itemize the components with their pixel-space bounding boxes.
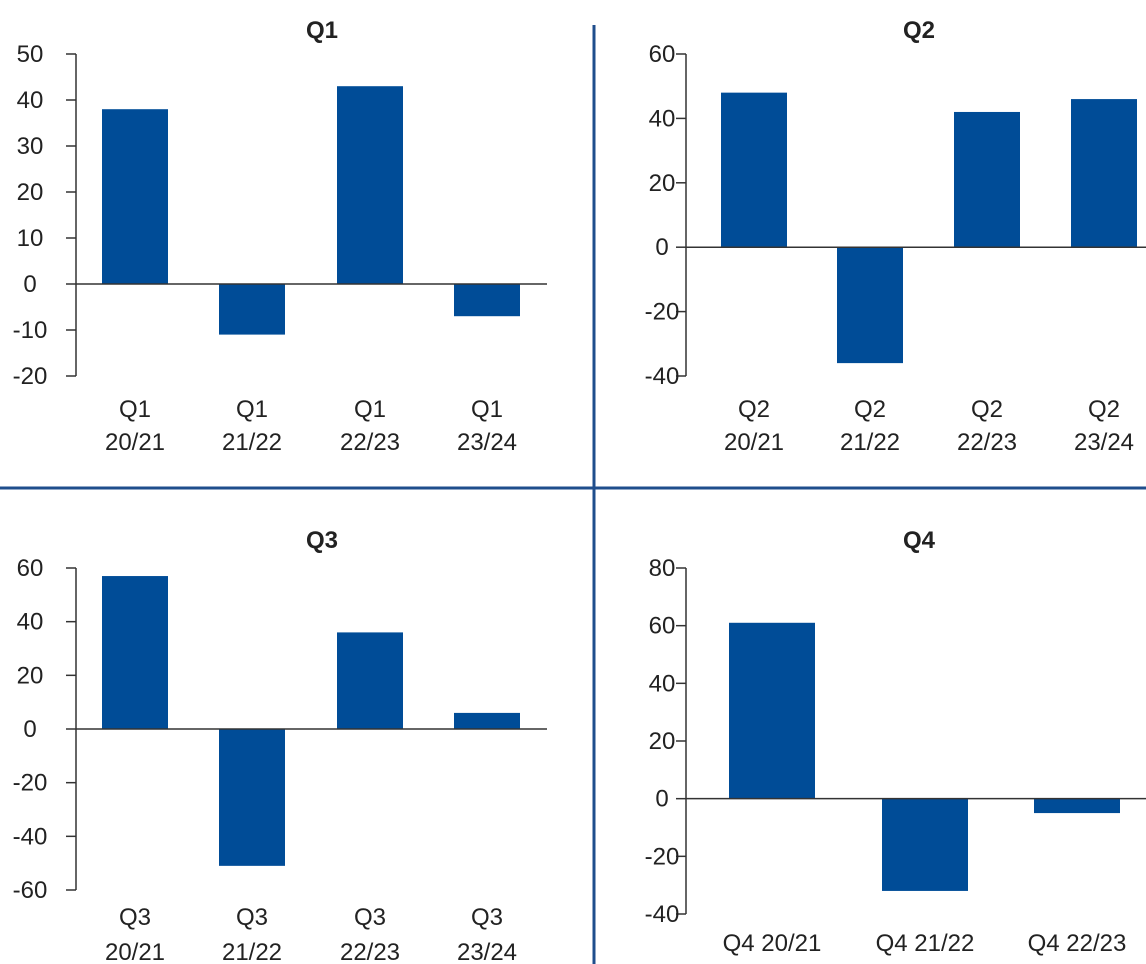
bar-3 — [454, 712, 520, 729]
bar-3 — [454, 284, 520, 317]
x-category-label: 21/22 — [222, 429, 282, 456]
x-category-label: Q1 — [354, 396, 386, 423]
y-tick-label: -10 — [13, 317, 48, 344]
x-category-label: Q4 20/21 — [723, 930, 822, 957]
x-category-label: Q2 — [971, 396, 1003, 423]
x-category-label: 21/22 — [840, 429, 900, 456]
x-category-label: 23/24 — [457, 429, 517, 456]
x-category-label: Q3 — [354, 904, 386, 931]
bar-1 — [882, 798, 968, 891]
x-category-label: 20/21 — [724, 429, 784, 456]
x-category-label: Q1 — [471, 396, 503, 423]
x-category-label: 20/21 — [105, 429, 165, 456]
chart-panel-q4: Q4 80 60 40 20 0 -20 -40 Q4 20/21 Q4 21/22 Q4 22/2… — [645, 527, 1146, 957]
bar-2 — [337, 86, 403, 284]
bar-2 — [337, 632, 403, 729]
chart-title: Q1 — [306, 17, 338, 44]
y-tick-label: -40 — [645, 363, 680, 390]
bar-0 — [721, 92, 787, 248]
y-tick-label: 40 — [17, 87, 44, 114]
x-category-label: Q2 — [1088, 396, 1120, 423]
bar-3 — [1071, 99, 1137, 248]
y-tick-label: 0 — [655, 234, 668, 261]
chart-title: Q2 — [903, 17, 935, 44]
x-category-label: 23/24 — [1074, 429, 1134, 456]
x-category-label: Q3 — [236, 904, 268, 931]
bar-1 — [837, 247, 903, 364]
y-tick-label: 20 — [649, 170, 676, 197]
y-tick-label: 50 — [17, 41, 44, 68]
x-category-label: 22/23 — [340, 939, 400, 964]
bar-1 — [219, 284, 285, 335]
bar-0 — [102, 576, 168, 729]
y-tick-label: 0 — [23, 716, 36, 743]
bar-1 — [219, 729, 285, 866]
y-tick-label: 0 — [23, 271, 36, 298]
y-tick-label: 80 — [649, 555, 676, 582]
x-category-label: Q2 — [854, 396, 886, 423]
y-tick-label: -40 — [645, 901, 680, 928]
y-tick-label: 40 — [649, 670, 676, 697]
y-tick-label: 60 — [649, 41, 676, 68]
bar-2 — [954, 111, 1020, 248]
chart-panel-q2: Q2 60 40 20 0 -20 -40 Q2 20/21 Q2 21/22 Q2 22/23 Q2 23… — [645, 17, 1146, 456]
y-tick-label: 20 — [649, 728, 676, 755]
y-tick-label: -40 — [13, 823, 48, 850]
y-tick-label: 20 — [17, 179, 44, 206]
x-category-label: Q3 — [471, 904, 503, 931]
y-tick-label: 10 — [17, 225, 44, 252]
x-category-label: Q2 — [738, 396, 770, 423]
chart-panel-q3: Q3 60 40 20 0 -20 -40 -60 Q3 20/21 Q3 21/22 Q3 22/23 Q… — [13, 527, 547, 964]
y-tick-label: -20 — [645, 299, 680, 326]
x-category-label: Q3 — [119, 904, 151, 931]
bar-0 — [729, 622, 815, 799]
y-tick-label: 0 — [655, 786, 668, 813]
y-tick-label: -20 — [645, 843, 680, 870]
chart-title: Q3 — [306, 527, 338, 554]
y-tick-label: 30 — [17, 133, 44, 160]
x-category-label: 22/23 — [340, 429, 400, 456]
x-category-label: Q1 — [236, 396, 268, 423]
y-tick-label: 20 — [17, 662, 44, 689]
y-tick-label: 40 — [17, 609, 44, 636]
y-tick-label: -60 — [13, 877, 48, 904]
x-category-label: 20/21 — [105, 939, 165, 964]
chart-panel-q1: Q1 50 40 30 20 10 0 -10 -20 Q1 20/21 Q1 21/22 Q1 22/23… — [13, 17, 547, 456]
y-tick-label: 60 — [17, 555, 44, 582]
x-category-label: Q1 — [119, 396, 151, 423]
y-tick-label: -20 — [13, 363, 48, 390]
x-category-label: 21/22 — [222, 939, 282, 964]
y-tick-label: 60 — [649, 613, 676, 640]
bar-0 — [102, 109, 168, 284]
y-tick-label: 40 — [649, 105, 676, 132]
y-tick-label: -20 — [13, 770, 48, 797]
x-category-label: Q4 22/23 — [1028, 930, 1127, 957]
chart-title: Q4 — [903, 527, 936, 554]
bar-2 — [1034, 798, 1120, 814]
x-category-label: 22/23 — [957, 429, 1017, 456]
x-category-label: 23/24 — [457, 939, 517, 964]
x-category-label: Q4 21/22 — [876, 930, 975, 957]
